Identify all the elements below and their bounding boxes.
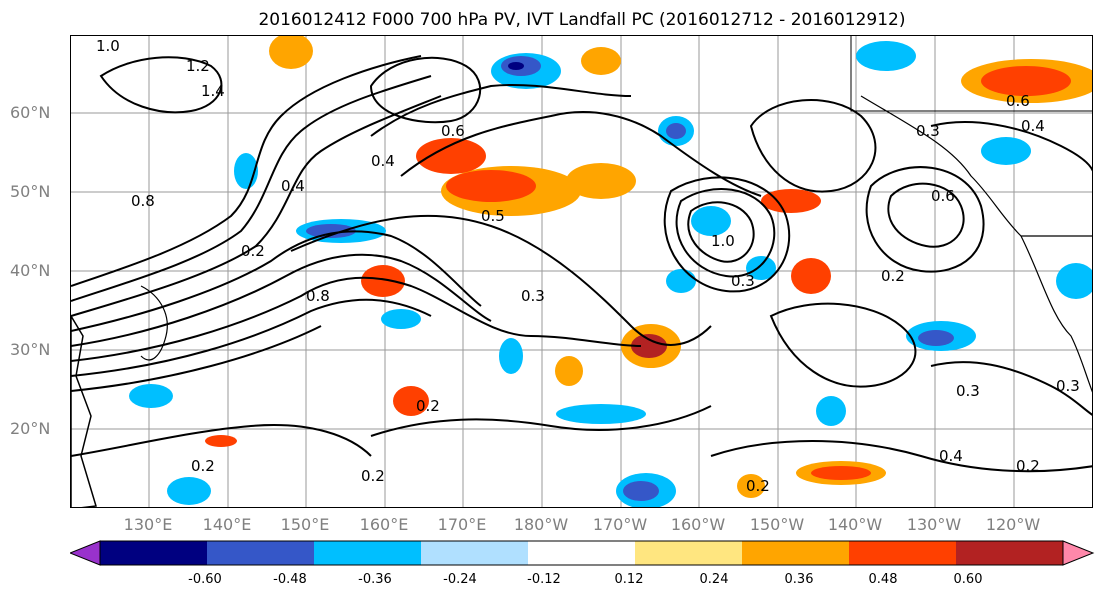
contour-label: 0.2 [416, 397, 440, 415]
contour-label: 0.2 [746, 477, 770, 495]
lon-label: 130°E [123, 515, 173, 534]
lon-label: 180°W [513, 515, 569, 534]
contour-label: 0.2 [361, 467, 385, 485]
contour-label: 0.6 [931, 187, 955, 205]
lat-label: 60°N [10, 103, 51, 122]
contour-label: 0.3 [521, 287, 545, 305]
contour-label: 0.8 [131, 192, 155, 210]
lon-label: 140°E [202, 515, 252, 534]
colorbar-tick-label: -0.48 [273, 572, 307, 587]
contour-label: 0.3 [731, 272, 755, 290]
colorbar-tick-label: 0.48 [868, 572, 898, 587]
colorbar-tick-label: -0.36 [358, 572, 392, 587]
lon-label: 170°W [592, 515, 648, 534]
colorbar-cell [635, 541, 743, 565]
contour-labels: 1.0 1.2 1.4 0.4 0.8 0.6 0.2 0.3 0.5 1.0 … [96, 37, 1080, 495]
contour-label: 0.2 [191, 457, 215, 475]
lon-label: 170°E [437, 515, 487, 534]
colorbar-cell [849, 541, 957, 565]
contour-label: 1.0 [96, 37, 120, 55]
contour-label: 0.3 [1056, 377, 1080, 395]
lon-label: 150°E [280, 515, 330, 534]
colorbar-cell [421, 541, 529, 565]
pv-contours [71, 55, 1092, 473]
colorbar-cell [528, 541, 636, 565]
lon-label: 140°W [827, 515, 883, 534]
colorbar-tick-label: 0.36 [784, 572, 814, 587]
contour-label: 1.4 [201, 82, 225, 100]
contour-label: 1.0 [711, 232, 735, 250]
contour-label: 0.4 [371, 152, 395, 170]
map-panel: 1.0 1.2 1.4 0.4 0.8 0.6 0.2 0.3 0.5 1.0 … [70, 35, 1093, 508]
contour-label: 0.2 [241, 242, 265, 260]
lon-label: 130°W [906, 515, 962, 534]
contour-label: 0.8 [306, 287, 330, 305]
land-masses [71, 36, 1092, 507]
contour-label: 0.6 [441, 122, 465, 140]
contour-label: 0.4 [939, 447, 963, 465]
contour-label: 0.3 [956, 382, 980, 400]
contour-label: 0.6 [1006, 92, 1030, 110]
colorbar-tick-label: -0.12 [527, 572, 561, 587]
colorbar-cell [956, 541, 1064, 565]
lat-label: 20°N [10, 419, 51, 438]
colorbar-tick-label: -0.24 [443, 572, 477, 587]
contour-label: 0.4 [1021, 117, 1045, 135]
colorbar-tick-label: 0.60 [953, 572, 983, 587]
lon-label: 160°W [670, 515, 726, 534]
colorbar-cell [100, 541, 208, 565]
colorbar-cell [314, 541, 422, 565]
contour-label: 0.5 [481, 207, 505, 225]
lat-label: 40°N [10, 261, 51, 280]
lat-label: 50°N [10, 182, 51, 201]
colorbar-tick-label: 0.12 [614, 572, 644, 587]
colorbar-tick-label: -0.60 [188, 572, 222, 587]
colorbar-extend-low [70, 540, 101, 566]
colorbar-cell [207, 541, 315, 565]
lon-label: 150°W [749, 515, 805, 534]
contour-label: 0.3 [916, 122, 940, 140]
pv-shading [129, 36, 1092, 507]
lon-label: 160°E [359, 515, 409, 534]
colorbar-tick-label: 0.24 [699, 572, 729, 587]
colorbar-outline [99, 540, 1064, 566]
map-title: 2016012412 F000 700 hPa PV, IVT Landfall… [258, 10, 906, 30]
colorbar [70, 540, 1095, 566]
colorbar-extend-high [1062, 540, 1095, 566]
contour-label: 1.2 [186, 57, 210, 75]
contour-label: 0.4 [281, 177, 305, 195]
contour-label: 0.2 [881, 267, 905, 285]
contour-label: 0.2 [1016, 457, 1040, 475]
lat-label: 30°N [10, 340, 51, 359]
map-canvas: 1.0 1.2 1.4 0.4 0.8 0.6 0.2 0.3 0.5 1.0 … [71, 36, 1092, 507]
lon-label: 120°W [985, 515, 1041, 534]
colorbar-cell [742, 541, 850, 565]
